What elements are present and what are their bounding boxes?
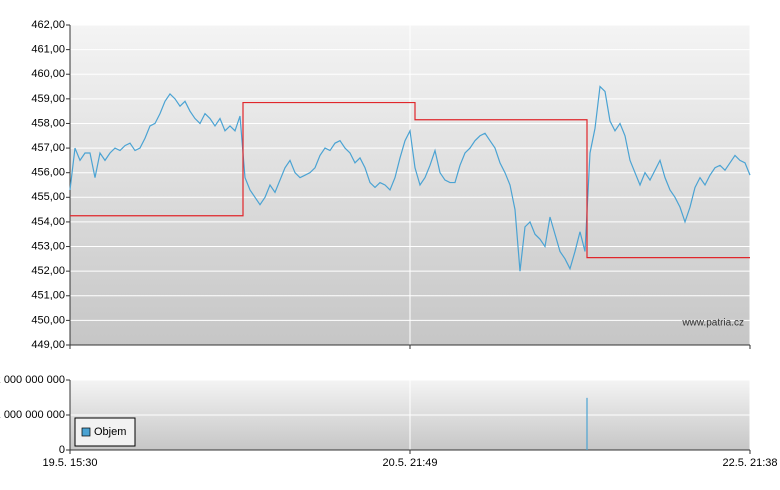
legend-label: Objem (94, 426, 126, 438)
x-tick-label: 22.5. 21:38 (722, 457, 777, 469)
y-tick-label: 459,00 (31, 93, 65, 105)
y-tick-label: 460,00 (31, 68, 65, 80)
y-tick-label: 452,00 (31, 265, 65, 277)
y-tick-label: 454,00 (31, 216, 65, 228)
y-tick-label: 461,00 (31, 44, 65, 56)
y-tick-label: 2 000 000 000 (0, 374, 65, 386)
x-tick-label: 19.5. 15:30 (42, 457, 97, 469)
price-line (69, 85, 751, 272)
y-tick-label: 1 000 000 000 (0, 409, 65, 421)
x-tick-label: 20.5. 21:49 (382, 457, 437, 469)
y-tick-label: 450,00 (31, 314, 65, 326)
y-tick-label: 455,00 (31, 191, 65, 203)
legend-swatch (81, 427, 91, 437)
y-tick-label: 0 (59, 444, 65, 456)
y-tick-label: 456,00 (31, 167, 65, 179)
y-tick-label: 451,00 (31, 290, 65, 302)
y-tick-label: 462,00 (31, 19, 65, 31)
y-tick-label: 457,00 (31, 142, 65, 154)
y-tick-label: 458,00 (31, 117, 65, 129)
volume-bar (586, 397, 588, 450)
y-tick-label: 449,00 (31, 339, 65, 351)
watermark: www.patria.cz (681, 318, 744, 329)
y-tick-label: 453,00 (31, 240, 65, 252)
price-line (70, 101, 750, 259)
